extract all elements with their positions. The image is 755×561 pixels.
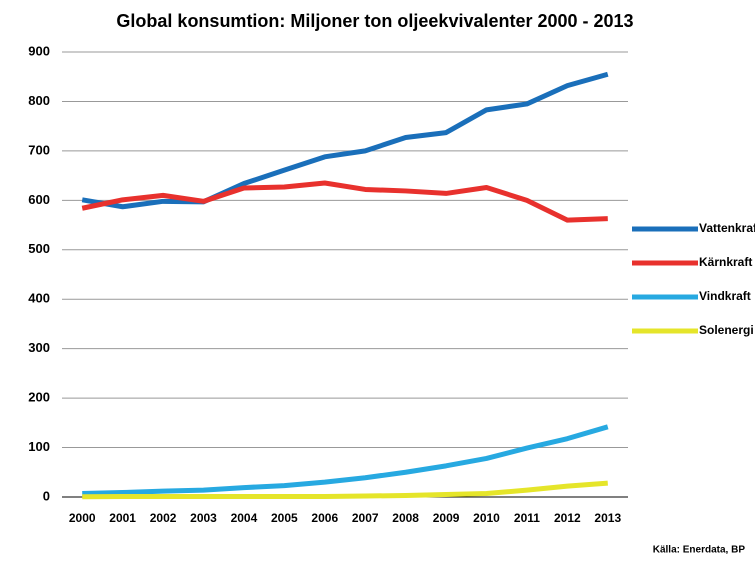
legend-label: Kärnkraft [699, 255, 752, 269]
x-tick-label: 2011 [514, 511, 540, 525]
line [81, 180, 608, 223]
x-tick-label: 2006 [311, 511, 338, 525]
y-tick-label: 300 [28, 340, 50, 355]
line [81, 71, 609, 210]
y-tick-label: 100 [28, 439, 50, 454]
legend-label: Vindkraft [699, 289, 751, 303]
y-tick-label: 200 [28, 390, 50, 405]
y-tick-label: 700 [28, 142, 50, 157]
x-tick-label: 2005 [271, 511, 298, 525]
y-tick-label: 900 [28, 43, 50, 58]
x-tick-label: 2004 [231, 511, 258, 525]
source: Källa: Enerdata, BP [653, 545, 746, 556]
x-tick-label: 2000 [69, 511, 96, 525]
x-tick-label: 2003 [190, 511, 217, 525]
y-tick-label: 800 [28, 93, 50, 108]
legend-label: Solenergi [699, 323, 754, 337]
x-tick-label: 2012 [554, 511, 581, 525]
x-tick-label: 2013 [594, 511, 621, 525]
y-tick-label: 500 [28, 241, 50, 256]
y-tick-label: 400 [28, 291, 50, 306]
legend-label: Vattenkraft [699, 221, 755, 235]
x-tick-label: 2009 [433, 511, 460, 525]
x-tick-label: 2008 [392, 511, 419, 525]
chart-title: Global konsumtion: Miljoner ton oljeekvi… [116, 11, 633, 31]
line [82, 480, 608, 500]
x-tick-label: 2002 [150, 511, 177, 525]
y-tick-label: 600 [28, 192, 50, 207]
line [82, 424, 609, 497]
y-tick-label: 0 [43, 488, 50, 503]
x-tick-label: 2007 [352, 511, 379, 525]
x-tick-label: 2001 [109, 511, 136, 525]
x-tick-label: 2010 [473, 511, 500, 525]
